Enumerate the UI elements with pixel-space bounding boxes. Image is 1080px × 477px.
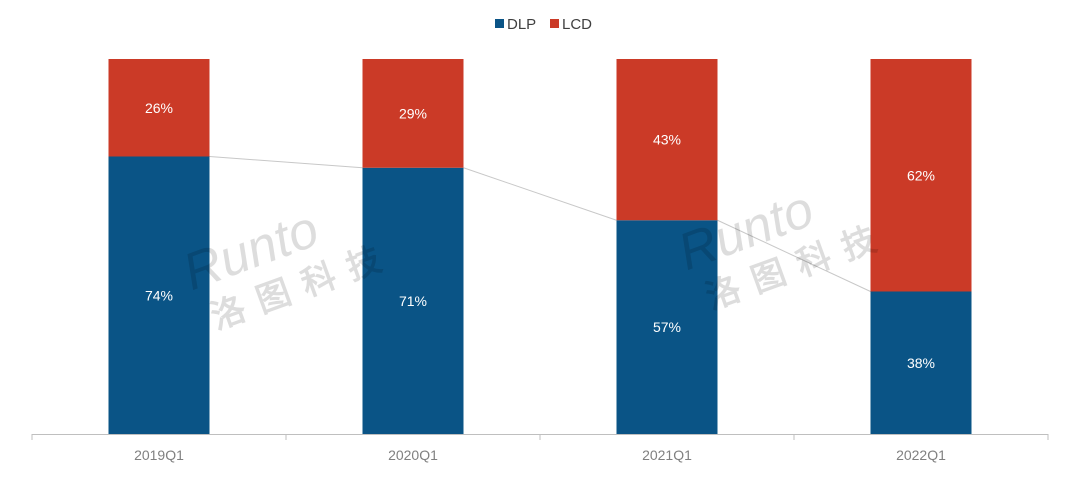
bar-dlp-2021Q1 <box>616 220 718 434</box>
legend-label-dlp: DLP <box>507 16 536 33</box>
series-connector-line <box>463 167 617 221</box>
series-connector-line <box>717 219 871 292</box>
bar-dlp-2020Q1 <box>362 167 464 434</box>
x-tick-label: 2019Q1 <box>134 447 184 463</box>
data-label: 74% <box>145 287 173 303</box>
bars: 74% 26% 71% 29% 57% 43% 38% 62% <box>108 59 972 434</box>
bar-lcd-2021Q1 <box>616 59 718 221</box>
x-tick-label: 2022Q1 <box>896 447 946 463</box>
data-label: 71% <box>399 293 427 309</box>
bar-lcd-2020Q1 <box>362 59 464 168</box>
bar-dlp-2022Q1 <box>870 291 972 434</box>
series-lines <box>209 156 871 292</box>
bar-lcd-2019Q1 <box>108 59 210 157</box>
legend-swatch-dlp <box>495 19 504 28</box>
bar-dlp-2019Q1 <box>108 156 210 434</box>
legend-label-lcd: LCD <box>562 16 592 33</box>
data-label: 43% <box>653 132 681 148</box>
legend-swatch-lcd <box>550 19 559 28</box>
data-label: 38% <box>907 355 935 371</box>
bar-lcd-2022Q1 <box>870 59 972 292</box>
series-connector-line <box>209 156 363 169</box>
data-label: 62% <box>907 167 935 183</box>
x-axis: 2019Q1 2020Q1 2021Q1 2022Q1 <box>31 434 1049 463</box>
data-label: 57% <box>653 319 681 335</box>
data-label: 29% <box>399 105 427 121</box>
legend: DLP LCD <box>495 16 592 33</box>
x-tick-label: 2021Q1 <box>642 447 692 463</box>
data-label: 26% <box>145 100 173 116</box>
x-tick-label: 2020Q1 <box>388 447 438 463</box>
